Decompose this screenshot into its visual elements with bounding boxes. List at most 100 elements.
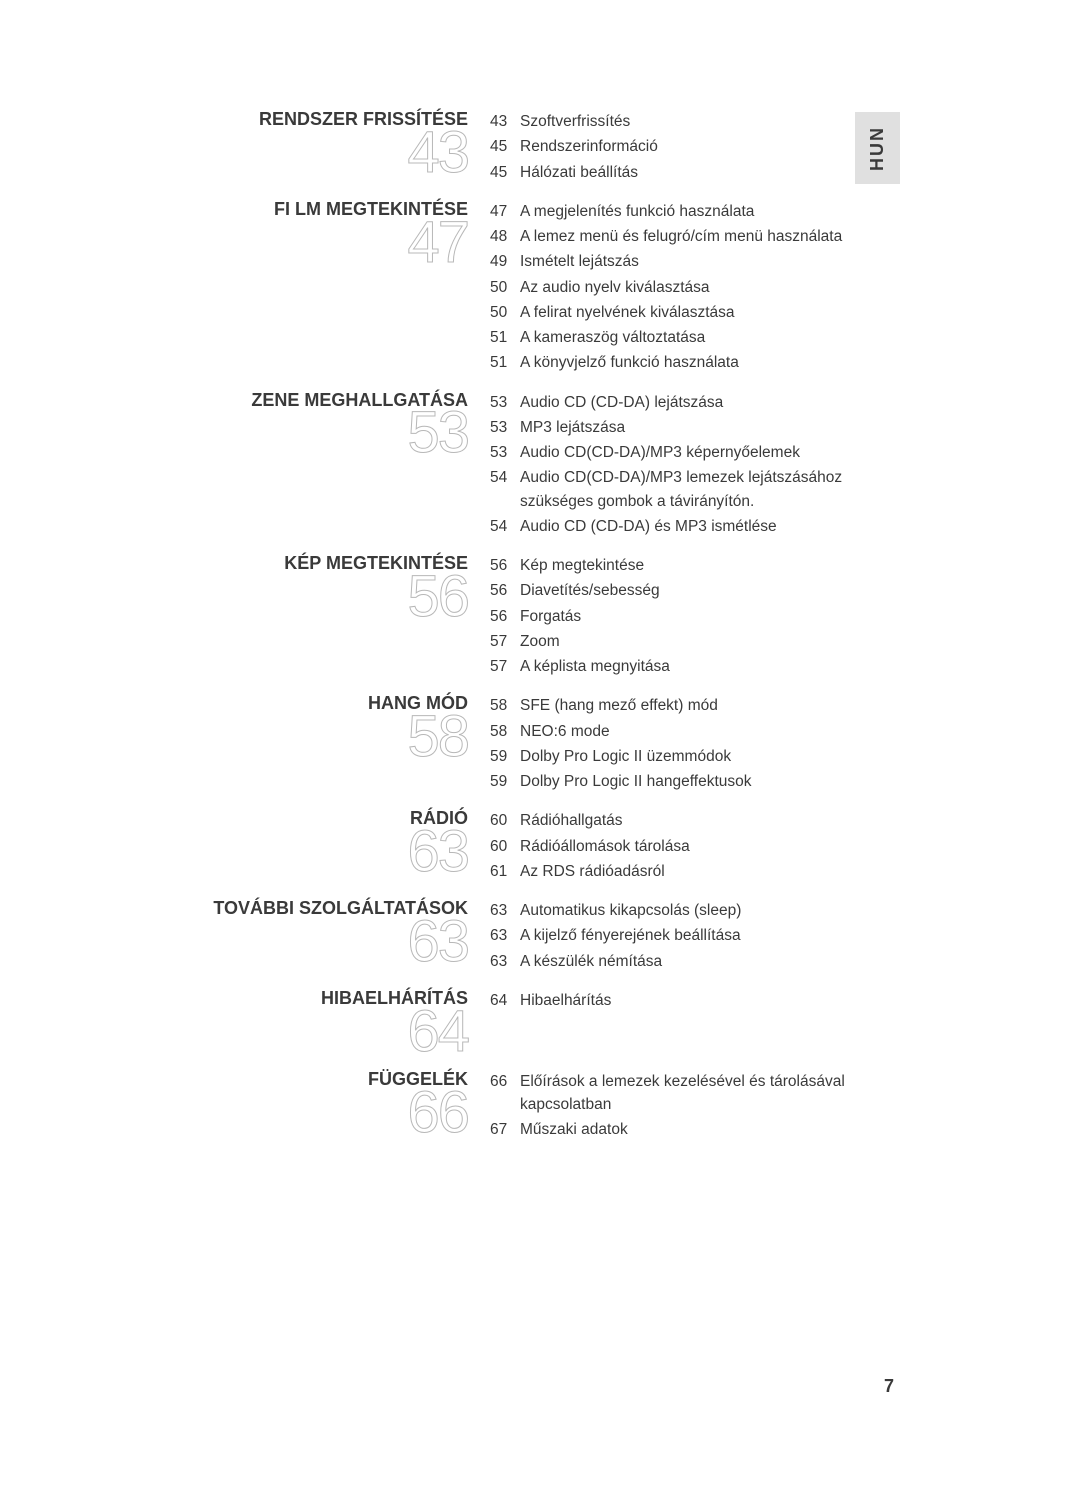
entry-text: Zoom [520, 630, 860, 653]
entry-page: 53 [490, 441, 520, 464]
toc-entry: 59Dolby Pro Logic II üzemmódok [490, 745, 860, 768]
toc-entry: 59Dolby Pro Logic II hangeffektusok [490, 770, 860, 793]
entry-text: A megjelenítés funkció használata [520, 200, 860, 223]
entry-text: Rádióállomások tárolása [520, 835, 860, 858]
toc-entry: 60Rádióállomások tárolása [490, 835, 860, 858]
entry-text: Az audio nyelv kiválasztása [520, 276, 860, 299]
section-number: 53 [180, 408, 468, 457]
entry-page: 64 [490, 989, 520, 1012]
toc-entry: 45Hálózati beállítás [490, 161, 860, 184]
toc-section: FI LM MEGTEKINTÉSE 47 47A megjelenítés f… [180, 200, 860, 377]
toc-entry: 50Az audio nyelv kiválasztása [490, 276, 860, 299]
section-number: 63 [180, 827, 468, 876]
entry-text: A könyvjelző funkció használata [520, 351, 860, 374]
toc-entry: 47A megjelenítés funkció használata [490, 200, 860, 223]
toc-entry: 56Diavetítés/sebesség [490, 579, 860, 602]
toc-entry: 54Audio CD(CD-DA)/MP3 lemezek lejátszásá… [490, 466, 860, 513]
entry-page: 50 [490, 301, 520, 324]
entry-text: Automatikus kikapcsolás (sleep) [520, 899, 860, 922]
entry-text: A lemez menü és felugró/cím menü használ… [520, 225, 860, 248]
toc-section: TOVÁBBI SZOLGÁLTATÁSOK 63 63Automatikus … [180, 899, 860, 975]
toc-entry: 45Rendszerinformáció [490, 135, 860, 158]
entry-page: 61 [490, 860, 520, 883]
entry-text: Rádióhallgatás [520, 809, 860, 832]
section-number: 64 [180, 1007, 468, 1056]
toc-entry: 50A felirat nyelvének kiválasztása [490, 301, 860, 324]
toc-section: RÁDIÓ 63 60Rádióhallgatás 60Rádióállomás… [180, 809, 860, 885]
entry-page: 58 [490, 720, 520, 743]
entry-page: 48 [490, 225, 520, 248]
toc-entry: 57A képlista megnyitása [490, 655, 860, 678]
entry-text: Az RDS rádióadásról [520, 860, 860, 883]
toc-entry: 53Audio CD(CD-DA)/MP3 képernyőelemek [490, 441, 860, 464]
section-header: KÉP MEGTEKINTÉSE 56 [180, 554, 490, 621]
entry-page: 50 [490, 276, 520, 299]
entry-page: 45 [490, 135, 520, 158]
entry-text: Szoftverfrissítés [520, 110, 860, 133]
entry-page: 60 [490, 809, 520, 832]
toc-entry: 43Szoftverfrissítés [490, 110, 860, 133]
section-header: ZENE MEGHALLGATÁSA 53 [180, 391, 490, 458]
entry-text: Dolby Pro Logic II hangeffektusok [520, 770, 860, 793]
entry-text: A felirat nyelvének kiválasztása [520, 301, 860, 324]
entry-page: 63 [490, 950, 520, 973]
toc-entry: 51A könyvjelző funkció használata [490, 351, 860, 374]
entry-text: SFE (hang mező effekt) mód [520, 694, 860, 717]
toc-entry: 53Audio CD (CD-DA) lejátszása [490, 391, 860, 414]
section-header: RÁDIÓ 63 [180, 809, 490, 876]
section-entries: 58SFE (hang mező effekt) mód 58NEO:6 mod… [490, 694, 860, 795]
page-root: HUN RENDSZER FRISSÍTÉSE 43 43Szoftverfri… [0, 0, 1080, 1492]
toc-entry: 56Kép megtekintése [490, 554, 860, 577]
entry-page: 45 [490, 161, 520, 184]
entry-text: Forgatás [520, 605, 860, 628]
section-number: 47 [180, 218, 468, 267]
entry-text: Audio CD (CD-DA) és MP3 ismétlése [520, 515, 860, 538]
toc-entry: 54Audio CD (CD-DA) és MP3 ismétlése [490, 515, 860, 538]
section-entries: 43Szoftverfrissítés 45Rendszerinformáció… [490, 110, 860, 186]
section-header: HIBAELHÁRÍTÁS 64 [180, 989, 490, 1056]
toc-section: HIBAELHÁRÍTÁS 64 64Hibaelhárítás [180, 989, 860, 1056]
toc-section: HANG MÓD 58 58SFE (hang mező effekt) mód… [180, 694, 860, 795]
entry-page: 63 [490, 924, 520, 947]
entry-page: 57 [490, 655, 520, 678]
entry-page: 58 [490, 694, 520, 717]
entry-page: 59 [490, 770, 520, 793]
entry-page: 51 [490, 351, 520, 374]
toc-entry: 56Forgatás [490, 605, 860, 628]
entry-page: 67 [490, 1118, 520, 1141]
entry-page: 63 [490, 899, 520, 922]
toc-entry: 60Rádióhallgatás [490, 809, 860, 832]
entry-page: 56 [490, 579, 520, 602]
toc-section: ZENE MEGHALLGATÁSA 53 53Audio CD (CD-DA)… [180, 391, 860, 541]
entry-text: Audio CD(CD-DA)/MP3 képernyőelemek [520, 441, 860, 464]
toc-entry: 48A lemez menü és felugró/cím menü haszn… [490, 225, 860, 248]
section-number: 56 [180, 572, 468, 621]
entry-page: 59 [490, 745, 520, 768]
toc-entry: 58NEO:6 mode [490, 720, 860, 743]
section-number: 43 [180, 128, 468, 177]
section-header: TOVÁBBI SZOLGÁLTATÁSOK 63 [180, 899, 490, 966]
section-header: HANG MÓD 58 [180, 694, 490, 761]
entry-page: 66 [490, 1070, 520, 1117]
section-entries: 63Automatikus kikapcsolás (sleep) 63A ki… [490, 899, 860, 975]
toc-entry: 58SFE (hang mező effekt) mód [490, 694, 860, 717]
entry-text: Audio CD(CD-DA)/MP3 lemezek lejátszásáho… [520, 466, 860, 513]
section-header: FI LM MEGTEKINTÉSE 47 [180, 200, 490, 267]
toc-entry: 63A kijelző fényerejének beállítása [490, 924, 860, 947]
entry-page: 54 [490, 515, 520, 538]
section-entries: 53Audio CD (CD-DA) lejátszása 53MP3 lejá… [490, 391, 860, 541]
toc-entry: 63A készülék némítása [490, 950, 860, 973]
toc-entry: 61Az RDS rádióadásról [490, 860, 860, 883]
entry-page: 47 [490, 200, 520, 223]
section-entries: 56Kép megtekintése 56Diavetítés/sebesség… [490, 554, 860, 680]
toc-section: KÉP MEGTEKINTÉSE 56 56Kép megtekintése 5… [180, 554, 860, 680]
entry-text: Kép megtekintése [520, 554, 860, 577]
entry-text: A képlista megnyitása [520, 655, 860, 678]
entry-page: 60 [490, 835, 520, 858]
entry-page: 56 [490, 605, 520, 628]
section-entries: 60Rádióhallgatás 60Rádióállomások tárolá… [490, 809, 860, 885]
entry-text: NEO:6 mode [520, 720, 860, 743]
section-header: RENDSZER FRISSÍTÉSE 43 [180, 110, 490, 177]
toc-entry: 63Automatikus kikapcsolás (sleep) [490, 899, 860, 922]
section-number: 58 [180, 712, 468, 761]
